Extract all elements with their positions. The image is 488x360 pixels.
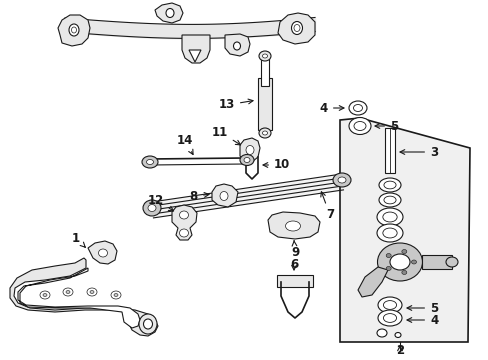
Ellipse shape: [293, 24, 299, 31]
Polygon shape: [151, 174, 343, 218]
Ellipse shape: [233, 42, 240, 50]
Ellipse shape: [376, 224, 402, 242]
Text: 13: 13: [218, 99, 252, 112]
Ellipse shape: [259, 51, 270, 61]
Text: 8: 8: [189, 189, 208, 202]
Ellipse shape: [353, 104, 362, 112]
Ellipse shape: [259, 128, 270, 138]
Ellipse shape: [445, 257, 457, 267]
Ellipse shape: [262, 54, 267, 58]
Ellipse shape: [66, 291, 70, 293]
Ellipse shape: [179, 211, 188, 219]
Ellipse shape: [142, 200, 161, 216]
Ellipse shape: [291, 22, 302, 35]
Ellipse shape: [63, 288, 73, 296]
Ellipse shape: [332, 173, 350, 187]
Ellipse shape: [348, 117, 370, 135]
Text: 1: 1: [72, 231, 85, 247]
Ellipse shape: [43, 293, 47, 297]
Polygon shape: [18, 268, 140, 328]
Text: 9: 9: [290, 241, 299, 260]
Ellipse shape: [382, 212, 396, 222]
Text: 5: 5: [406, 302, 437, 315]
Polygon shape: [212, 184, 238, 207]
Bar: [384, 128, 394, 173]
Ellipse shape: [377, 297, 401, 313]
Ellipse shape: [111, 291, 121, 299]
Ellipse shape: [285, 221, 300, 231]
Ellipse shape: [376, 329, 386, 337]
Text: 14: 14: [177, 134, 193, 154]
Polygon shape: [182, 35, 209, 63]
Polygon shape: [357, 267, 387, 297]
Ellipse shape: [383, 314, 396, 323]
Text: 10: 10: [263, 158, 290, 171]
Ellipse shape: [165, 9, 174, 18]
Bar: [421, 255, 451, 269]
Text: 2: 2: [395, 345, 403, 357]
Polygon shape: [339, 118, 469, 342]
Ellipse shape: [139, 314, 157, 334]
Ellipse shape: [389, 254, 409, 270]
Ellipse shape: [98, 249, 107, 257]
Ellipse shape: [262, 131, 267, 135]
Text: 4: 4: [406, 314, 437, 327]
Polygon shape: [189, 50, 201, 62]
Ellipse shape: [382, 228, 396, 238]
Text: 5: 5: [374, 120, 397, 132]
Ellipse shape: [71, 27, 76, 33]
Ellipse shape: [87, 288, 97, 296]
Ellipse shape: [383, 196, 395, 204]
Ellipse shape: [240, 154, 253, 166]
Polygon shape: [10, 258, 158, 336]
Polygon shape: [240, 138, 260, 162]
Ellipse shape: [114, 293, 118, 297]
Ellipse shape: [411, 260, 416, 264]
Polygon shape: [224, 34, 249, 56]
Ellipse shape: [377, 243, 422, 281]
Ellipse shape: [394, 333, 400, 338]
Polygon shape: [88, 241, 117, 264]
Ellipse shape: [90, 291, 94, 293]
Ellipse shape: [383, 181, 395, 189]
Ellipse shape: [40, 291, 50, 299]
Ellipse shape: [378, 193, 400, 207]
Text: 6: 6: [289, 258, 298, 271]
Polygon shape: [155, 3, 183, 23]
Polygon shape: [267, 212, 319, 239]
Ellipse shape: [353, 122, 365, 130]
Ellipse shape: [220, 192, 227, 201]
Text: 4: 4: [319, 102, 343, 114]
Ellipse shape: [146, 159, 153, 165]
Text: 7: 7: [320, 192, 333, 221]
Ellipse shape: [386, 253, 390, 257]
Ellipse shape: [383, 301, 396, 309]
Polygon shape: [58, 15, 90, 46]
Ellipse shape: [348, 101, 366, 115]
Ellipse shape: [401, 270, 406, 274]
Ellipse shape: [142, 156, 158, 168]
Text: 3: 3: [399, 145, 437, 158]
Ellipse shape: [401, 249, 406, 253]
Ellipse shape: [143, 319, 152, 329]
Bar: [261, 58, 268, 86]
Ellipse shape: [148, 204, 156, 211]
Ellipse shape: [386, 266, 390, 270]
Ellipse shape: [337, 177, 346, 183]
Ellipse shape: [377, 310, 401, 326]
Ellipse shape: [244, 158, 249, 162]
Ellipse shape: [376, 208, 402, 226]
Ellipse shape: [245, 145, 253, 154]
Bar: [276, 275, 312, 287]
Polygon shape: [278, 13, 314, 44]
Text: 11: 11: [211, 126, 240, 145]
Ellipse shape: [69, 24, 79, 36]
Text: 12: 12: [147, 194, 173, 211]
Ellipse shape: [378, 178, 400, 192]
Bar: [258, 78, 271, 130]
Ellipse shape: [179, 229, 188, 237]
Polygon shape: [172, 205, 197, 240]
